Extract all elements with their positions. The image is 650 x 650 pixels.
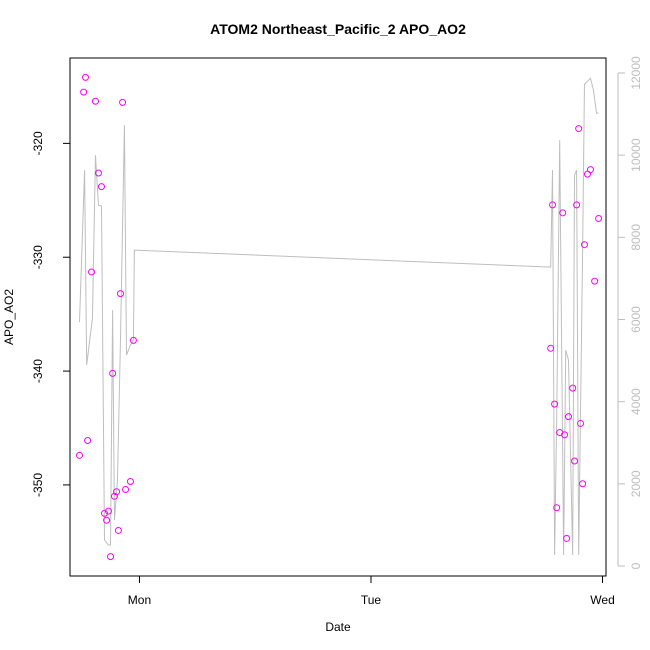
- point: [553, 504, 561, 512]
- point: [100, 509, 108, 517]
- y-tick-label: -350: [31, 473, 45, 497]
- point: [113, 488, 121, 496]
- point: [129, 336, 137, 344]
- point: [94, 169, 102, 177]
- y2-tick-label: 10000: [629, 138, 643, 172]
- point: [91, 97, 99, 105]
- point: [547, 344, 555, 352]
- plot-box: [69, 57, 607, 577]
- x-tick-label: Tue: [361, 593, 382, 607]
- y2-tick-label: 8000: [629, 224, 643, 251]
- point: [75, 451, 83, 459]
- point: [559, 209, 567, 217]
- point: [561, 431, 569, 439]
- point: [122, 485, 130, 493]
- x-axis-label: Date: [325, 620, 351, 634]
- point: [114, 526, 122, 534]
- point: [110, 492, 118, 500]
- point: [116, 290, 124, 298]
- y2-tick-label: 4000: [629, 388, 643, 415]
- point: [88, 268, 96, 276]
- point: [126, 478, 134, 486]
- point: [80, 88, 88, 96]
- x-tick-label: Wed: [590, 593, 614, 607]
- point: [579, 480, 587, 488]
- point: [564, 413, 572, 421]
- point: [563, 534, 571, 542]
- point: [82, 73, 90, 81]
- point: [577, 419, 585, 427]
- y-axis-label: APO_AO2: [2, 289, 16, 345]
- x-tick-label: Mon: [128, 593, 151, 607]
- point: [591, 277, 599, 285]
- point: [549, 201, 557, 209]
- y-tick-label: -340: [31, 359, 45, 383]
- point: [595, 215, 603, 223]
- chart-title: ATOM2 Northeast_Pacific_2 APO_AO2: [210, 21, 466, 37]
- y2-tick-label: 6000: [629, 306, 643, 333]
- line: [78, 77, 599, 556]
- point: [580, 241, 588, 249]
- y-tick-label: -320: [31, 131, 45, 155]
- point: [104, 507, 112, 515]
- y-tick-label: -330: [31, 245, 45, 269]
- point: [569, 384, 577, 392]
- y2-tick-label: 0: [629, 562, 643, 569]
- point: [109, 369, 117, 377]
- point: [573, 201, 581, 209]
- point: [551, 400, 559, 408]
- point: [586, 166, 594, 174]
- point: [571, 457, 579, 465]
- y2-tick-label: 2000: [629, 470, 643, 497]
- point: [107, 553, 115, 561]
- y2-tick-label: 12000: [629, 56, 643, 90]
- point: [119, 98, 127, 106]
- point: [575, 125, 583, 133]
- point: [84, 437, 92, 445]
- point: [97, 183, 105, 191]
- point: [103, 516, 111, 524]
